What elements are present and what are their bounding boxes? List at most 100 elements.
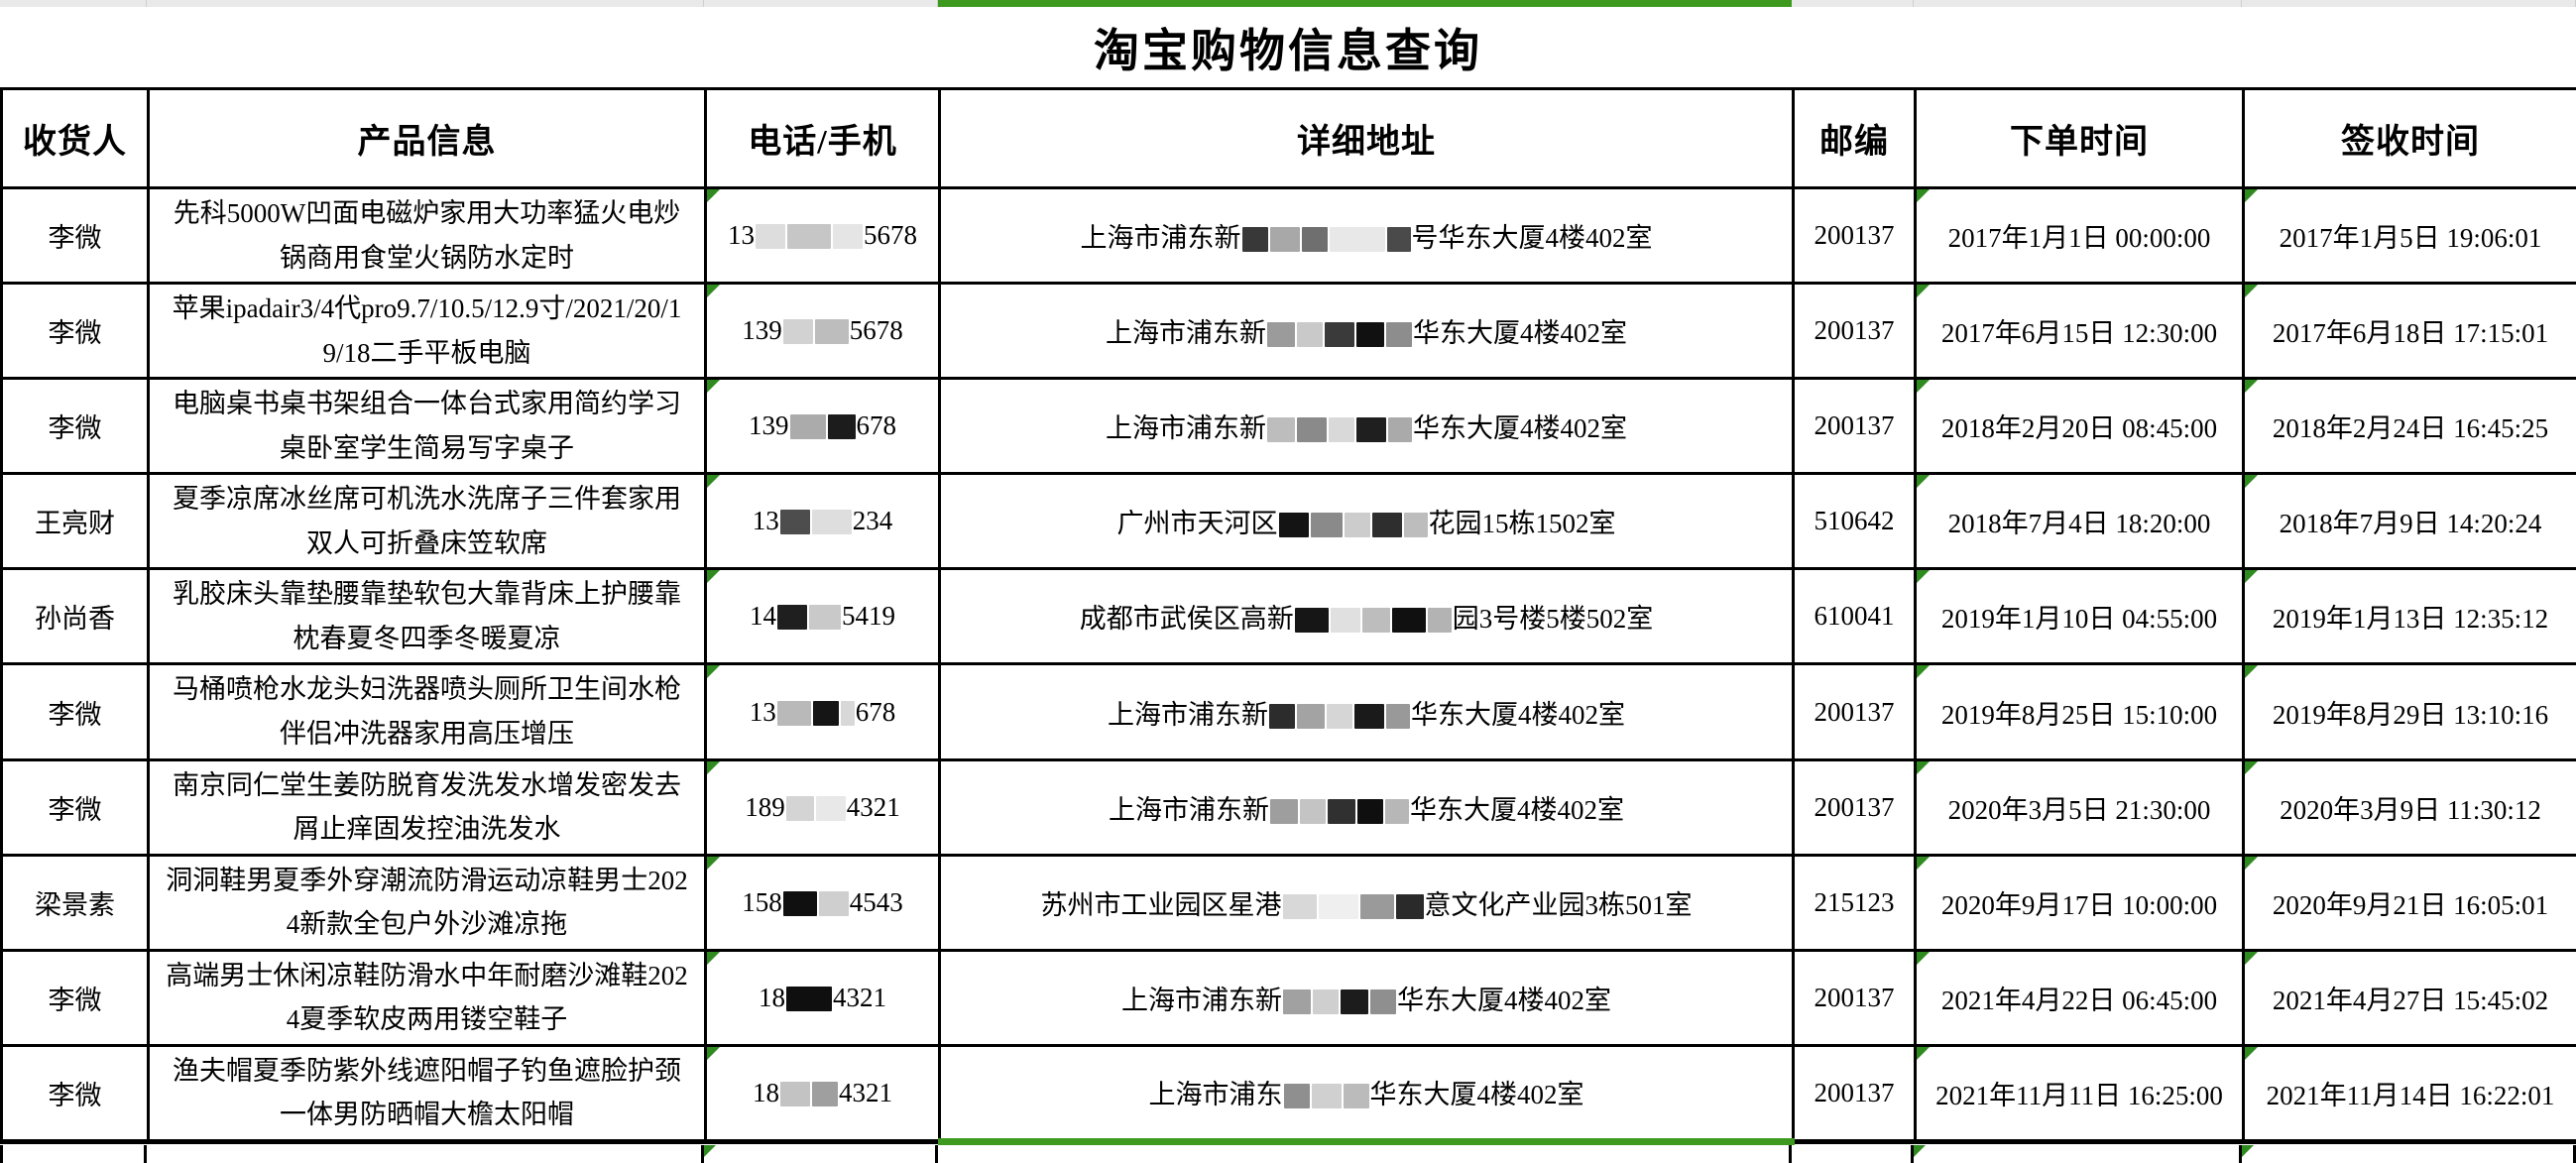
col-header-phone[interactable]: 电话/手机 [706, 89, 940, 188]
product-cell[interactable]: 南京同仁堂生姜防脱育发洗发水增发密发去屑止痒固发控油洗发水 [149, 759, 706, 855]
address-cell[interactable]: 成都市武侯区高新园3号楼5楼502室 [940, 569, 1794, 664]
sign-time-cell[interactable]: 2020年3月9日 11:30:12 [2244, 759, 2576, 855]
selected-column-strip[interactable] [938, 0, 1792, 7]
redaction-block [1428, 608, 1452, 633]
col-header-recipient[interactable]: 收货人 [2, 89, 149, 188]
partial-cell-recipient[interactable] [0, 1145, 147, 1163]
sign-time-cell[interactable]: 2019年1月13日 12:35:12 [2244, 569, 2576, 664]
recipient-cell[interactable]: 王亮财 [2, 474, 149, 569]
product-cell[interactable]: 渔夫帽夏季防紫外线遮阳帽子钓鱼遮脸护颈一体男防晒帽大檐太阳帽 [149, 1045, 706, 1141]
sign-time-cell[interactable]: 2019年8月29日 13:10:16 [2244, 664, 2576, 759]
column-strip-cell[interactable] [0, 0, 147, 7]
address-cell[interactable]: 上海市浦东新华东大厦4楼402室 [940, 379, 1794, 474]
recipient-cell[interactable]: 李微 [2, 759, 149, 855]
column-strip-cell[interactable] [2242, 0, 2576, 7]
column-strip-cell[interactable] [1792, 0, 1914, 7]
postcode-cell[interactable]: 215123 [1794, 855, 1916, 950]
product-cell[interactable]: 乳胶床头靠垫腰靠垫软包大靠背床上护腰靠枕春夏冬四季冬暖夏凉 [149, 569, 706, 664]
product-cell[interactable]: 洞洞鞋男夏季外穿潮流防滑运动凉鞋男士2024新款全包户外沙滩凉拖 [149, 855, 706, 950]
postcode-cell[interactable]: 200137 [1794, 759, 1916, 855]
postcode-cell[interactable]: 200137 [1794, 284, 1916, 379]
address-cell[interactable]: 上海市浦东新华东大厦4楼402室 [940, 664, 1794, 759]
address-cell[interactable]: 上海市浦东新华东大厦4楼402室 [940, 950, 1794, 1045]
sign-time-cell[interactable]: 2018年2月24日 16:45:25 [2244, 379, 2576, 474]
order-time-cell[interactable]: 2018年2月20日 08:45:00 [1916, 379, 2244, 474]
recipient-cell[interactable]: 梁景素 [2, 855, 149, 950]
product-cell[interactable]: 马桶喷枪水龙头妇洗器喷头厕所卫生间水枪伴侣冲洗器家用高压增压 [149, 664, 706, 759]
recipient-cell[interactable]: 李微 [2, 1045, 149, 1141]
visible-text: 5678 [850, 315, 903, 345]
sign-time-cell[interactable]: 2021年4月27日 15:45:02 [2244, 950, 2576, 1045]
address-cell[interactable]: 上海市浦东华东大厦4楼402室 [940, 1045, 1794, 1141]
visible-text: 号华东大厦4楼402室 [1412, 223, 1653, 253]
order-time-cell[interactable]: 2018年7月4日 18:20:00 [1916, 474, 2244, 569]
product-cell[interactable]: 高端男士休闲凉鞋防滑水中年耐磨沙滩鞋2024夏季软皮两用镂空鞋子 [149, 950, 706, 1045]
col-header-order-time[interactable]: 下单时间 [1916, 89, 2244, 188]
column-strip-cell[interactable] [1914, 0, 2242, 7]
redaction-block [1328, 799, 1355, 824]
address-cell[interactable]: 上海市浦东新华东大厦4楼402室 [940, 284, 1794, 379]
postcode-cell[interactable]: 200137 [1794, 379, 1916, 474]
partial-cell-product[interactable] [147, 1145, 704, 1163]
column-strip-cell[interactable] [147, 0, 704, 7]
address-cell[interactable]: 上海市浦东新华东大厦4楼402室 [940, 759, 1794, 855]
postcode-cell[interactable]: 200137 [1794, 188, 1916, 284]
partial-cell-postcode[interactable] [1792, 1145, 1914, 1163]
partial-cell-order-time[interactable] [1914, 1145, 2242, 1163]
visible-text: 139 [749, 410, 789, 440]
recipient-cell[interactable]: 李微 [2, 950, 149, 1045]
sign-time-cell[interactable]: 2020年9月21日 16:05:01 [2244, 855, 2576, 950]
order-time-cell[interactable]: 2017年1月1日 00:00:00 [1916, 188, 2244, 284]
sign-time-cell[interactable]: 2021年11月14日 16:22:01 [2244, 1045, 2576, 1141]
product-cell[interactable]: 先科5000W凹面电磁炉家用大功率猛火电炒锅商用食堂火锅防水定时 [149, 188, 706, 284]
visible-text: 678 [856, 697, 896, 727]
address-cell[interactable]: 广州市天河区花园15栋1502室 [940, 474, 1794, 569]
sign-time-cell[interactable]: 2017年6月18日 17:15:01 [2244, 284, 2576, 379]
col-header-address[interactable]: 详细地址 [940, 89, 1794, 188]
sign-time-cell[interactable]: 2017年1月5日 19:06:01 [2244, 188, 2576, 284]
product-cell[interactable]: 夏季凉席冰丝席可机洗水洗席子三件套家用双人可折叠床笠软席 [149, 474, 706, 569]
postcode-cell[interactable]: 610041 [1794, 569, 1916, 664]
product-cell[interactable]: 电脑桌书桌书架组合一体台式家用简约学习桌卧室学生简易写字桌子 [149, 379, 706, 474]
postcode-cell[interactable]: 200137 [1794, 950, 1916, 1045]
partial-cell-phone[interactable] [704, 1145, 938, 1163]
sign-time-cell[interactable]: 2018年7月9日 14:20:24 [2244, 474, 2576, 569]
recipient-cell[interactable]: 李微 [2, 379, 149, 474]
postcode-cell[interactable]: 510642 [1794, 474, 1916, 569]
order-time-cell[interactable]: 2017年6月15日 12:30:00 [1916, 284, 2244, 379]
order-time-cell[interactable]: 2021年11月11日 16:25:00 [1916, 1045, 2244, 1141]
product-cell[interactable]: 苹果ipadair3/4代pro9.7/10.5/12.9寸/2021/20/1… [149, 284, 706, 379]
recipient-cell[interactable]: 李微 [2, 284, 149, 379]
postcode-cell[interactable]: 200137 [1794, 1045, 1916, 1141]
recipient-cell[interactable]: 孙尚香 [2, 569, 149, 664]
order-time-cell[interactable]: 2021年4月22日 06:45:00 [1916, 950, 2244, 1045]
col-header-product[interactable]: 产品信息 [149, 89, 706, 188]
recipient-cell[interactable]: 李微 [2, 664, 149, 759]
recipient-cell[interactable]: 李微 [2, 188, 149, 284]
address-cell[interactable]: 苏州市工业园区星港意文化产业园3栋501室 [940, 855, 1794, 950]
redaction-block [819, 891, 849, 916]
partial-cell-address[interactable] [938, 1145, 1792, 1163]
postcode-cell[interactable]: 200137 [1794, 664, 1916, 759]
page-title[interactable]: 淘宝购物信息查询 [1094, 15, 1482, 80]
column-strip-cell[interactable] [704, 0, 938, 7]
col-header-sign-time[interactable]: 签收时间 [2244, 89, 2576, 188]
col-header-postcode[interactable]: 邮编 [1794, 89, 1916, 188]
redaction-block [1297, 322, 1323, 347]
order-time-cell[interactable]: 2019年8月25日 15:10:00 [1916, 664, 2244, 759]
order-time-cell[interactable]: 2020年3月5日 21:30:00 [1916, 759, 2244, 855]
order-time-cell[interactable]: 2019年1月10日 04:55:00 [1916, 569, 2244, 664]
address-cell[interactable]: 上海市浦东新号华东大厦4楼402室 [940, 188, 1794, 284]
partial-cell-sign-time[interactable] [2242, 1145, 2576, 1163]
order-time-cell[interactable]: 2020年9月17日 10:00:00 [1916, 855, 2244, 950]
